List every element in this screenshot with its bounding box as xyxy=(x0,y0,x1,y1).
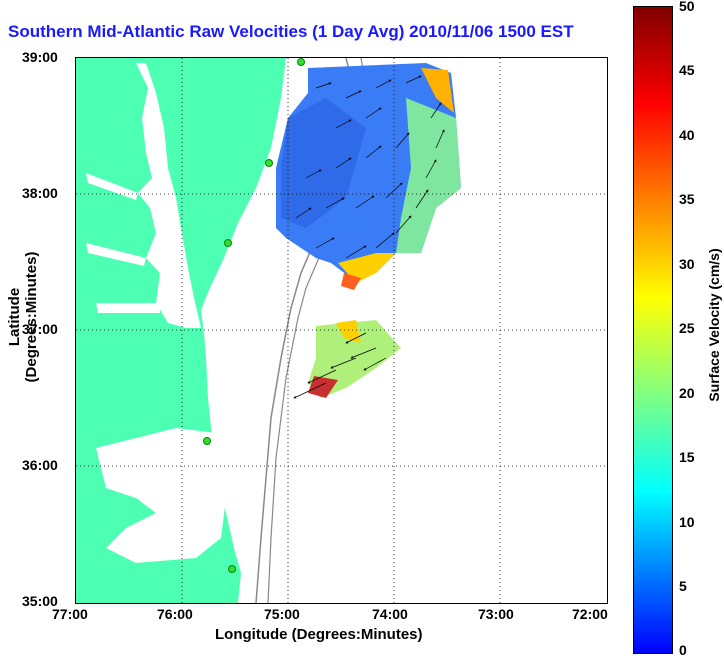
station-marker xyxy=(203,437,211,445)
map-canvas xyxy=(76,58,607,603)
colorbar xyxy=(633,6,673,654)
station-marker xyxy=(224,239,232,247)
x-axis-label: Longitude (Degrees:Minutes) xyxy=(215,626,423,643)
station-marker xyxy=(297,58,305,66)
x-tick-label: 75:00 xyxy=(264,606,300,622)
x-tick-label: 77:00 xyxy=(52,606,88,622)
radar-stations xyxy=(203,58,305,573)
colorbar-tick: 35 xyxy=(679,191,695,207)
colorbar-label: Surface Velocity (cm/s) xyxy=(706,248,722,402)
chesapeake-bay xyxy=(136,63,201,328)
x-tick-label: 73:00 xyxy=(478,606,514,622)
y-axis-label: Latitude (Degrees:Minutes) xyxy=(6,251,40,383)
colorbar-tick: 20 xyxy=(679,385,695,401)
y-tick-label: 36:00 xyxy=(22,457,58,473)
velocity-field-south xyxy=(308,320,401,398)
map-plot-area xyxy=(75,57,608,604)
colorbar-tick: 50 xyxy=(679,0,695,14)
grid-lines xyxy=(76,58,607,603)
colorbar-tick: 30 xyxy=(679,256,695,272)
velocity-vectors xyxy=(293,75,445,399)
station-marker xyxy=(228,565,236,573)
station-marker xyxy=(265,159,273,167)
colorbar-tick: 0 xyxy=(679,642,687,658)
colorbar-tick: 25 xyxy=(679,320,695,336)
colorbar-tick: 15 xyxy=(679,449,695,465)
y-tick-label: 38:00 xyxy=(22,185,58,201)
colorbar-tick: 40 xyxy=(679,127,695,143)
y-tick-label: 35:00 xyxy=(22,593,58,609)
x-tick-label: 74:00 xyxy=(372,606,408,622)
pamlico-sound xyxy=(96,428,226,563)
colorbar-tick: 5 xyxy=(679,578,687,594)
map-title: Southern Mid-Atlantic Raw Velocities (1 … xyxy=(8,22,574,41)
colorbar-tick: 45 xyxy=(679,62,695,78)
x-tick-label: 76:00 xyxy=(157,606,193,622)
x-tick-label: 72:00 xyxy=(572,606,608,622)
y-tick-label: 39:00 xyxy=(22,49,58,65)
y-tick-label: 37:00 xyxy=(22,321,58,337)
colorbar-tick: 10 xyxy=(679,514,695,530)
